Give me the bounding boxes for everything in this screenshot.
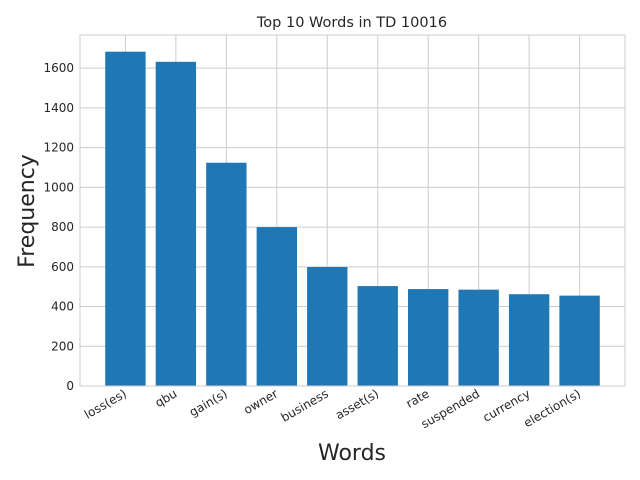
bar-election(s) bbox=[559, 295, 600, 386]
bar-asset(s) bbox=[357, 286, 398, 386]
y-tick-label: 1200 bbox=[43, 141, 74, 155]
y-tick-label: 1400 bbox=[43, 101, 74, 115]
y-tick-labels: 0 200 400 600 800 1000 1200 1400 1600 bbox=[43, 61, 74, 393]
bar-business bbox=[307, 267, 348, 386]
bar-owner bbox=[256, 227, 297, 386]
bar-gain(s) bbox=[206, 162, 247, 386]
bar-rate bbox=[408, 289, 449, 386]
y-tick-label: 0 bbox=[66, 379, 74, 393]
bar-loss(es) bbox=[105, 51, 146, 386]
y-tick-label: 1000 bbox=[43, 180, 74, 194]
y-tick-label: 800 bbox=[51, 220, 74, 234]
bar-qbu bbox=[155, 61, 197, 386]
plot-frame bbox=[79, 34, 626, 387]
chart-title: Top 10 Words in TD 10016 bbox=[256, 15, 447, 31]
y-tick-label: 400 bbox=[51, 300, 74, 314]
x-axis-label: Words bbox=[318, 441, 386, 466]
y-tick-label: 200 bbox=[51, 339, 74, 353]
bar-currency bbox=[508, 294, 550, 386]
y-tick-label: 600 bbox=[51, 260, 74, 274]
bar-suspended bbox=[458, 289, 499, 386]
y-axis-label: Frequency bbox=[15, 154, 40, 268]
bars bbox=[105, 51, 600, 386]
y-tick-label: 1600 bbox=[43, 61, 74, 75]
